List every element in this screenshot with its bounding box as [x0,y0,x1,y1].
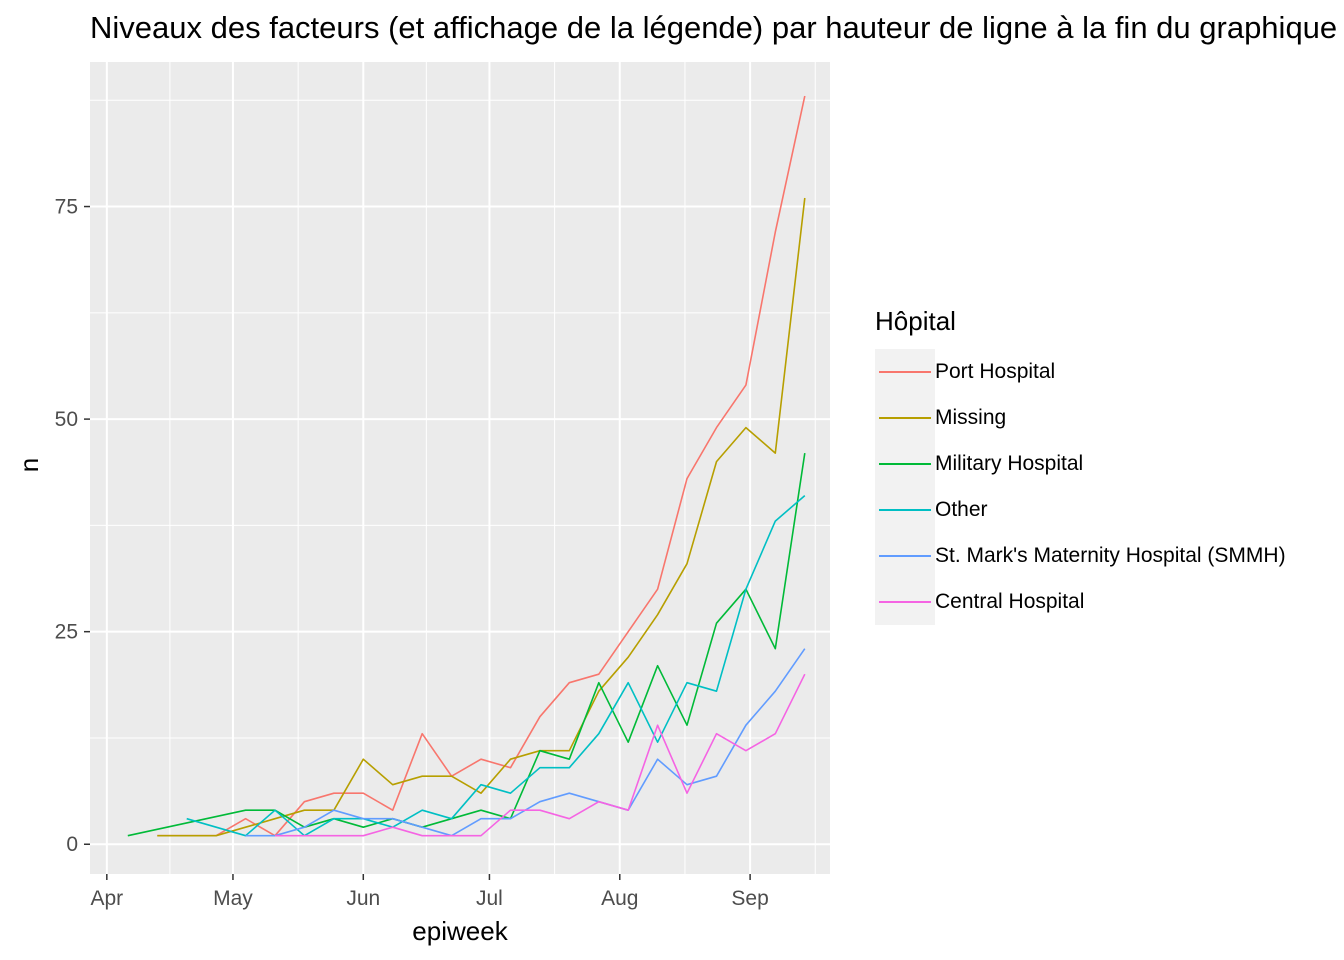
legend-swatch [879,555,931,557]
legend-item: Other [875,487,988,533]
legend-item: Port Hospital [875,349,1055,395]
legend-entries: Port Hospital Missing Military Hospital Oth… [875,349,1286,625]
x-axis-title: epiweek [412,916,508,946]
legend-item: Military Hospital [875,441,1083,487]
legend-label: Military Hospital [935,452,1084,475]
legend-key [875,441,935,487]
series-line-central-hospital [275,673,806,837]
y-tick-label: 50 [55,408,78,431]
legend-label: Port Hospital [935,360,1056,383]
x-axis: Apr May Jun Jul Aug Sep [90,874,769,910]
legend-swatch [879,417,931,419]
legend-item: Central Hospital [875,579,1084,625]
legend-label: Missing [935,406,1007,429]
x-tick-label: Apr [90,887,123,910]
y-tick-label: 25 [55,621,78,644]
legend-item: Missing [875,395,1006,441]
legend-swatch [879,463,931,465]
x-tick-label: May [213,887,253,910]
x-tick-label: Sep [731,887,768,910]
plot-panel [90,62,830,874]
series-lines [127,95,806,837]
major-gridlines [90,62,830,874]
legend-key [875,533,935,579]
legend-swatch [879,371,931,373]
x-tick-label: Jul [476,887,503,910]
legend-label: St. Mark's Maternity Hospital (SMMH) [935,544,1286,567]
legend-title: Hôpital [875,306,956,336]
legend-label: Other [935,498,988,521]
legend-swatch [879,601,931,603]
x-tick-label: Jun [346,887,380,910]
legend-key [875,395,935,441]
y-tick-label: 75 [55,196,78,219]
legend-label: Central Hospital [935,590,1085,613]
series-line-other [186,494,806,837]
legend-key [875,349,935,395]
legend-key [875,487,935,533]
y-axis: 0 25 50 75 [55,196,90,856]
legend: Hôpital Port Hospital Missing Military Hos… [875,306,1286,625]
legend-key [875,579,935,625]
y-axis-title: n [14,458,44,472]
legend-item: St. Mark's Maternity Hospital (SMMH) [875,533,1286,579]
chart-title: Niveaux des facteurs (et affichage de la… [90,10,1338,45]
series-line-missing [157,197,806,837]
legend-swatch [879,509,931,511]
y-tick-label: 0 [66,833,78,856]
x-tick-label: Aug [601,887,638,910]
